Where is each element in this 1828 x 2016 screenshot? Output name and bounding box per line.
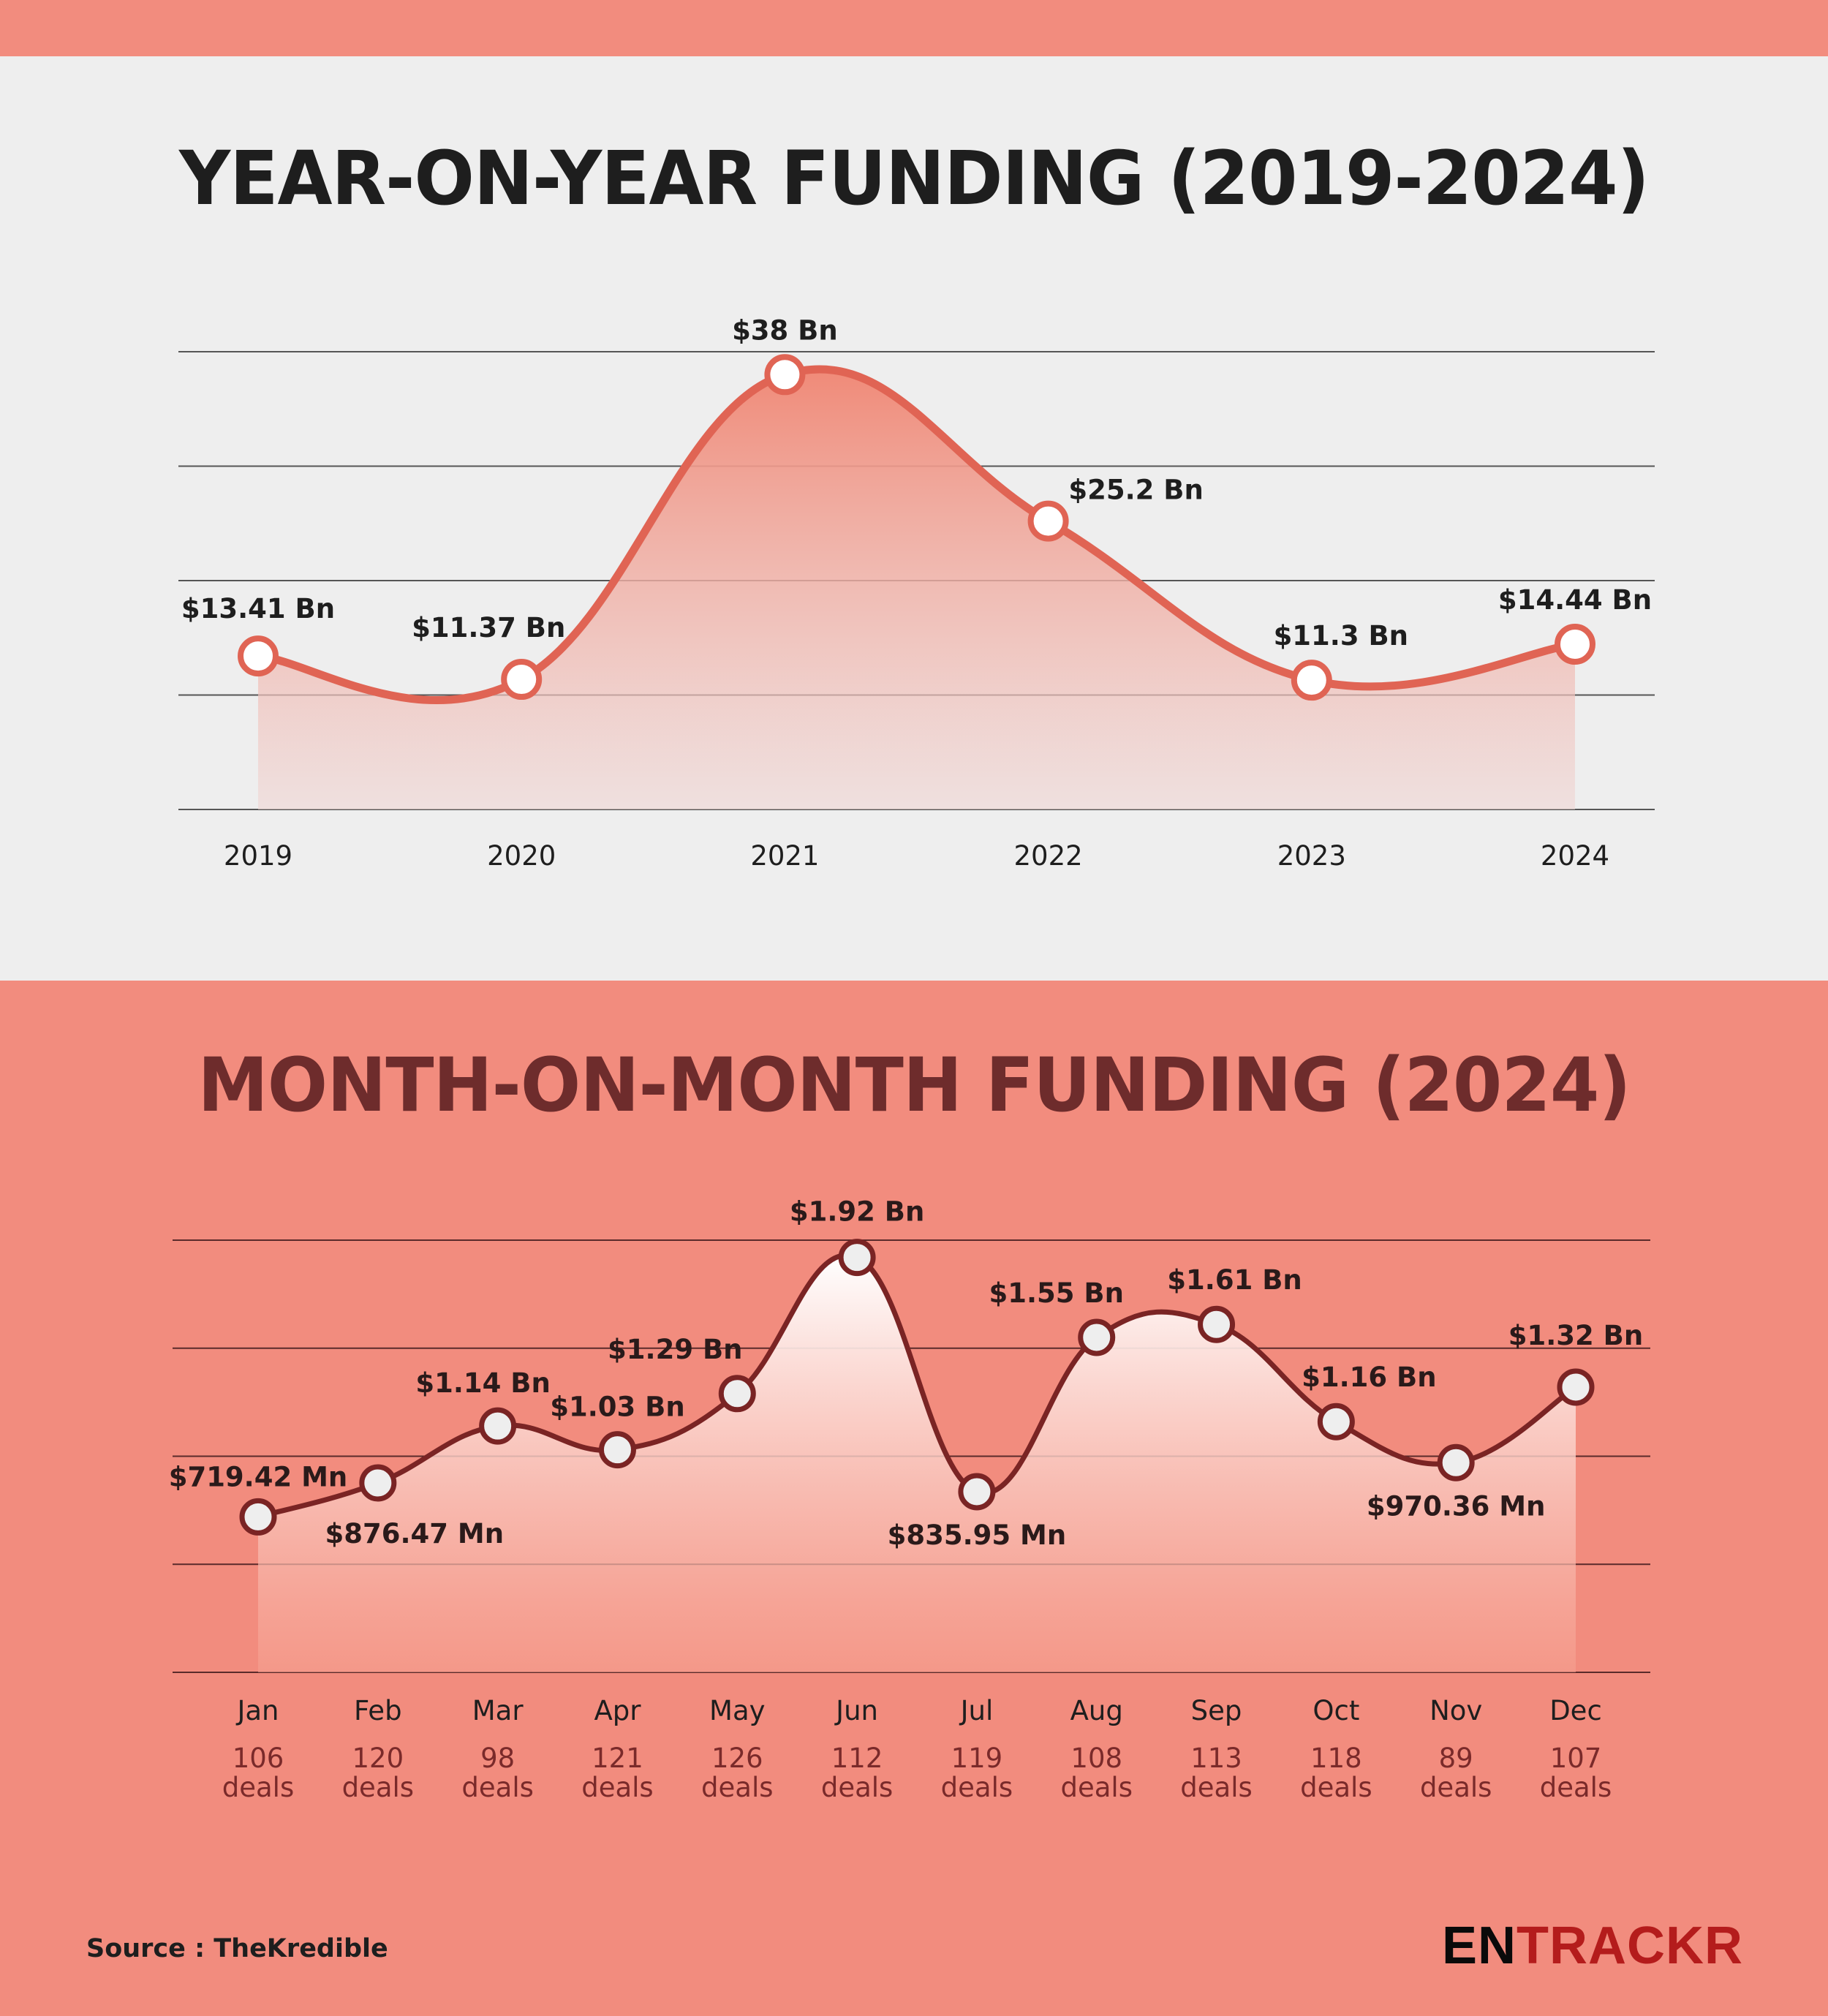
x-label-2023: 2023	[1277, 840, 1346, 872]
x-label-jun: Jun	[834, 1695, 878, 1726]
data-label-2021: $38 Bn	[732, 314, 838, 346]
data-label-jul: $835.95 Mn	[888, 1519, 1067, 1551]
mom-chart: $719.42 Mn $876.47 Mn $1.14 Bn$1.03 Bn $1.2…	[169, 1196, 1650, 1803]
logo-trackr: TRACKR	[1517, 1917, 1743, 1975]
point-jan	[239, 1498, 277, 1536]
point-nov	[1437, 1443, 1475, 1481]
data-label-nov: $970.36 Mn	[1367, 1490, 1546, 1522]
point-oct	[1317, 1402, 1355, 1441]
point-jul	[958, 1473, 996, 1511]
data-label-2019: $13.41 Bn	[181, 593, 335, 624]
deals-count-may: 126	[711, 1743, 763, 1774]
deals-count-jun: 112	[831, 1743, 883, 1774]
x-label-nov: Nov	[1429, 1695, 1482, 1726]
point-apr	[598, 1431, 636, 1469]
data-label-sep: $1.61 Bn	[1167, 1264, 1302, 1296]
x-label-2020: 2020	[487, 840, 556, 872]
x-label-oct: Oct	[1313, 1695, 1359, 1726]
yoy-chart: $13.41 Bn $11.37 Bn $38 Bn $25.2 Bn $11.3 Bn…	[178, 314, 1655, 872]
x-label-aug: Aug	[1070, 1695, 1123, 1726]
deals-suffix-nov: deals	[1420, 1772, 1492, 1803]
x-label-jan: Jan	[235, 1695, 279, 1726]
deals-suffix-may: deals	[701, 1772, 773, 1803]
deals-suffix-jan: deals	[222, 1772, 294, 1803]
area-fill	[258, 369, 1575, 809]
x-label-2022: 2022	[1014, 840, 1083, 872]
data-label-2024: $14.44 Bn	[1498, 584, 1652, 616]
deals-suffix-dec: deals	[1540, 1772, 1612, 1803]
data-label-2020: $11.37 Bn	[412, 612, 565, 643]
data-label-2022: $25.2 Bn	[1068, 475, 1203, 506]
x-label-dec: Dec	[1549, 1695, 1602, 1726]
point-2022	[1027, 500, 1069, 542]
deals-suffix-oct: deals	[1300, 1772, 1372, 1803]
x-label-apr: Apr	[594, 1695, 641, 1726]
point-dec	[1557, 1368, 1595, 1406]
point-may	[718, 1375, 756, 1413]
deals-suffix-jun: deals	[821, 1772, 893, 1803]
point-aug	[1078, 1318, 1116, 1356]
deals-count-oct: 118	[1310, 1743, 1362, 1774]
x-label-jul: Jul	[959, 1695, 994, 1726]
x-label-mar: Mar	[472, 1695, 524, 1726]
deals-count-nov: 89	[1439, 1743, 1473, 1774]
deals-suffix-mar: deals	[461, 1772, 533, 1803]
logo-en: EN	[1442, 1917, 1517, 1975]
x-label-sep: Sep	[1191, 1695, 1242, 1726]
data-label-jan: $719.42 Mn	[169, 1461, 348, 1492]
x-label-may: May	[709, 1695, 766, 1726]
data-label-feb: $876.47 Mn	[325, 1518, 505, 1549]
deals-suffix-aug: deals	[1060, 1772, 1132, 1803]
deals-count-apr: 121	[592, 1743, 643, 1774]
data-label-jun: $1.92 Bn	[790, 1196, 924, 1228]
data-label-apr: $1.03 Bn	[550, 1392, 684, 1423]
deals-count-aug: 108	[1070, 1743, 1122, 1774]
data-label-aug: $1.55 Bn	[989, 1277, 1123, 1309]
x-label-2021: 2021	[750, 840, 819, 872]
deals-count-mar: 98	[480, 1743, 515, 1774]
point-2019	[238, 635, 279, 677]
point-jun	[838, 1239, 876, 1277]
mom-chart-title: MONTH-ON-MONTH FUNDING (2024)	[197, 1042, 1631, 1129]
data-label-mar: $1.14 Bn	[415, 1367, 550, 1399]
point-2021	[764, 354, 806, 396]
x-label-2024: 2024	[1541, 840, 1609, 872]
point-sep	[1198, 1305, 1236, 1343]
source-credit: Source : TheKredible	[86, 1934, 388, 1963]
entrackr-logo: ENTRACKR	[1442, 1916, 1743, 1976]
deals-suffix-sep: deals	[1180, 1772, 1252, 1803]
deals-count-dec: 107	[1550, 1743, 1602, 1774]
x-label-2019: 2019	[224, 840, 292, 872]
point-mar	[479, 1407, 517, 1445]
data-label-dec: $1.32 Bn	[1508, 1320, 1643, 1351]
x-label-feb: Feb	[354, 1695, 402, 1726]
data-label-2023: $11.3 Bn	[1274, 620, 1408, 652]
deals-suffix-feb: deals	[342, 1772, 414, 1803]
deals-suffix-apr: deals	[581, 1772, 653, 1803]
point-2023	[1291, 660, 1332, 701]
point-2024	[1555, 624, 1595, 665]
data-label-may: $1.29 Bn	[608, 1334, 742, 1365]
deals-count-sep: 113	[1190, 1743, 1242, 1774]
point-2020	[501, 659, 543, 701]
area-fill	[258, 1255, 1576, 1672]
point-feb	[359, 1464, 397, 1502]
deals-suffix-jul: deals	[941, 1772, 1013, 1803]
data-label-oct: $1.16 Bn	[1302, 1362, 1436, 1393]
yoy-chart-title: YEAR-ON-YEAR FUNDING (2019-2024)	[179, 135, 1650, 222]
top-band	[0, 0, 1828, 56]
deals-count-jul: 119	[951, 1743, 1003, 1774]
deals-count-feb: 120	[352, 1743, 404, 1774]
deals-count-jan: 106	[233, 1743, 284, 1774]
